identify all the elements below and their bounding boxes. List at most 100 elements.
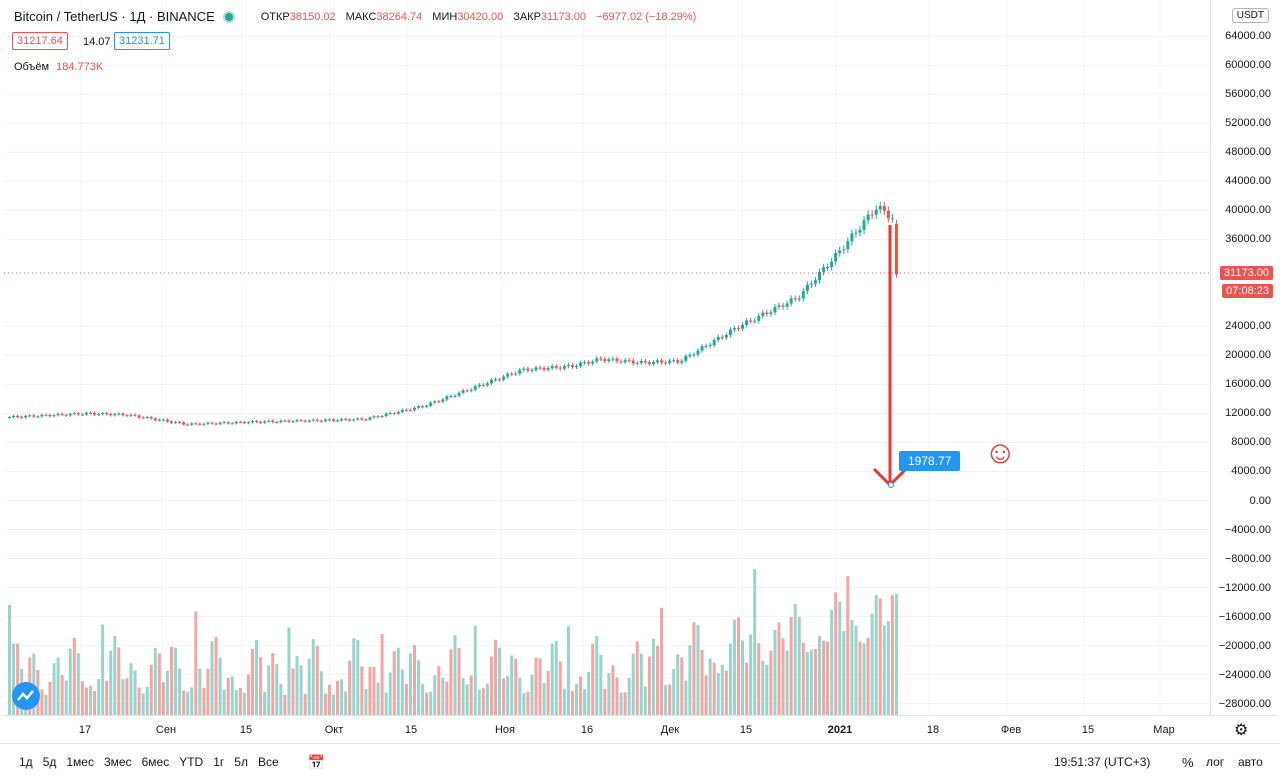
candle-body — [842, 249, 846, 251]
candle-body — [259, 421, 263, 423]
candle-body — [894, 223, 898, 275]
close-value: 31173.00 — [540, 10, 587, 23]
range-button-YTD[interactable]: YTD — [179, 755, 204, 769]
candle-body — [101, 412, 105, 415]
time-axis-label: Ноя — [494, 724, 516, 736]
time-axis-label: 18 — [926, 724, 940, 736]
volume-bar — [769, 650, 773, 715]
candle-body — [522, 368, 526, 370]
percent-toggle[interactable]: % — [1182, 754, 1194, 770]
volume-bar — [874, 595, 878, 715]
candle-body — [226, 422, 230, 424]
volume-bar — [170, 646, 173, 715]
volume-bar — [295, 656, 299, 715]
volume-bar — [570, 690, 574, 715]
candle-body — [696, 350, 700, 355]
time-axis-label: Фев — [1000, 724, 1022, 736]
countdown-badge: 07:08:23 — [1222, 284, 1273, 298]
volume-bar — [514, 658, 518, 715]
range-button-Все[interactable]: Все — [257, 755, 279, 769]
spread-value: 14.07 — [83, 36, 111, 48]
candle-body — [643, 361, 647, 363]
candle-body — [332, 419, 335, 421]
volume-bar — [449, 649, 453, 715]
volume-bar — [664, 685, 668, 715]
chart-pane[interactable] — [4, 0, 1210, 715]
candle-body — [141, 417, 145, 419]
auto-toggle[interactable]: авто — [1238, 755, 1263, 769]
volume-bar — [311, 639, 315, 715]
candle-body — [315, 419, 319, 421]
volume-bar — [141, 693, 145, 715]
candle-body — [28, 415, 32, 417]
candle-body — [818, 271, 821, 281]
candle-body — [530, 370, 534, 372]
candle-body — [562, 366, 566, 369]
candle-body — [749, 320, 753, 322]
goto-date-icon[interactable]: 📅 — [307, 753, 326, 770]
candle-body — [441, 399, 445, 402]
clock[interactable]: 19:51:37 (UTC+3) — [1054, 755, 1151, 769]
volume-bar — [182, 690, 186, 715]
volume-bar — [599, 654, 603, 715]
range-button-5д[interactable]: 5д — [42, 755, 57, 769]
open-label: ОТКР — [260, 10, 290, 23]
volume-bar — [279, 683, 283, 715]
candle-body — [218, 422, 222, 425]
candle-body — [575, 366, 578, 368]
settings-gear-icon[interactable]: ⚙ — [1234, 722, 1249, 739]
volume-bar — [12, 643, 16, 715]
annotation-anchor[interactable] — [888, 482, 894, 488]
candle-body — [583, 362, 587, 364]
volume-bar — [643, 686, 647, 715]
volume-bar — [352, 638, 356, 715]
currency-badge[interactable]: USDT — [1231, 8, 1269, 23]
tradingview-logo-icon[interactable] — [12, 682, 40, 710]
range-button-3мес[interactable]: 3мес — [103, 755, 132, 769]
range-button-1г[interactable]: 1г — [213, 755, 225, 769]
price-scale[interactable]: USDT 64000.00 60000.00 56000.00 52000.00 480… — [1210, 0, 1277, 715]
candle-body — [631, 360, 635, 364]
candle-body — [368, 417, 372, 420]
candle-body — [834, 252, 838, 262]
price-scale-label: −28000.00 — [1218, 697, 1271, 710]
candlestick-chart[interactable] — [4, 0, 1210, 715]
volume-bar — [105, 680, 109, 715]
volume-bar — [194, 611, 198, 715]
price-scale-label: −4000.00 — [1224, 523, 1271, 536]
volume-bar — [680, 657, 684, 715]
volume-bar — [801, 642, 805, 715]
candle-body — [716, 336, 720, 341]
price-callout[interactable]: 1978.77 — [899, 451, 961, 471]
bid-price[interactable]: 31217.64 — [12, 32, 68, 50]
candle-body — [433, 401, 437, 403]
range-button-6мес[interactable]: 6мес — [141, 755, 170, 769]
candle-body — [676, 360, 680, 363]
range-button-1мес[interactable]: 1мес — [66, 755, 94, 769]
candle-body — [854, 232, 858, 234]
ohlc-values: ОТКР38150.02 МАКС38264.74 МИН30420.00 ЗА… — [261, 11, 697, 23]
candle-body — [668, 360, 672, 364]
candle-body — [465, 390, 469, 392]
log-toggle[interactable]: лог — [1206, 755, 1225, 769]
time-axis[interactable]: 17 Сен 15 Окт 15 Ноя 16 Дек 15 2021 18 Фев 15 Мар ⚙ — [4, 715, 1276, 744]
symbol-title[interactable]: Bitcoin / TetherUS · 1Д · BINANCE — [14, 9, 215, 24]
candle-body — [830, 261, 834, 268]
range-button-1д[interactable]: 1д — [19, 755, 33, 769]
volume-bar — [522, 693, 526, 715]
change-value: −6977.02 (−18.29%) — [596, 10, 697, 23]
range-button-5л[interactable]: 5л — [234, 755, 248, 769]
candle-body — [510, 373, 514, 375]
ask-price[interactable]: 31231.71 — [114, 32, 170, 50]
candle-body — [404, 409, 408, 411]
volume-bar — [133, 670, 137, 715]
range-selector: 1д 5д 1мес 3мес 6мес YTD 1г 5л Все — [14, 755, 284, 769]
volume-bar — [202, 687, 206, 715]
volume-bar — [218, 657, 222, 715]
volume-bar — [60, 675, 64, 715]
candle-body — [741, 324, 745, 329]
candle-body — [619, 361, 623, 363]
time-axis-label: 15 — [404, 724, 418, 736]
volume-bar — [93, 690, 97, 715]
volume-bar — [757, 643, 761, 715]
